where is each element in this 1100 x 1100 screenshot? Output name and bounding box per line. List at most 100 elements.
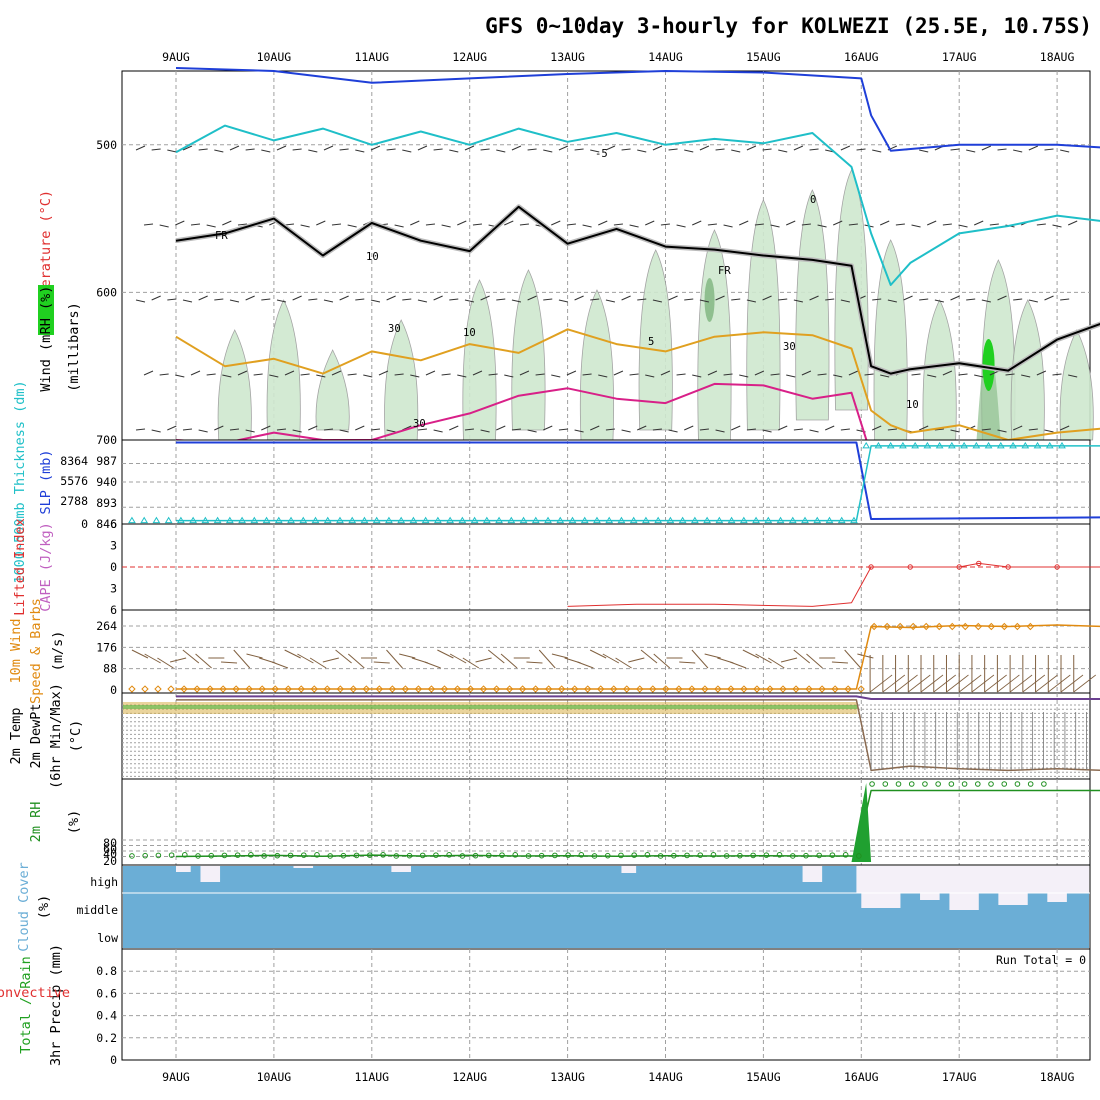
cloud-tick-high: high (90, 875, 118, 889)
wind-barb-5 (195, 653, 212, 669)
thickness-marker-21 (385, 516, 393, 524)
wind10m-marker-13 (297, 685, 305, 693)
wind-barb-45 (704, 653, 721, 659)
upper-barb-47-2 (872, 298, 882, 301)
upper-barb-8-2 (261, 298, 271, 301)
wind10m-marker-0 (128, 685, 136, 693)
upper-barb-29-2 (590, 298, 600, 301)
cloud-gap-7 (920, 893, 940, 900)
upper-barb-18-1 (425, 223, 436, 226)
wind-barb-19 (373, 661, 390, 664)
upper-barb-29-4 (590, 425, 600, 431)
upper-barb-32-0 (637, 149, 647, 153)
temp2m-ylabel-unit: (°C) (68, 720, 84, 753)
thickness-marker-32 (519, 516, 528, 524)
wind-barb-23 (424, 661, 441, 669)
rh2m-marker-53 (829, 852, 836, 858)
precip-ytick-1: 0.2 (96, 1031, 117, 1045)
wind-barb-35 (577, 661, 594, 669)
slp-ytick-1: 893 (96, 496, 117, 510)
rh2m-marker-36 (604, 852, 611, 859)
rh2m-marker-38 (631, 852, 637, 858)
upper-barb-35-4 (684, 425, 694, 431)
upper-barb-12-1 (331, 223, 342, 226)
rh2m-marker-0 (129, 853, 135, 859)
upper-barb-30-0 (605, 145, 616, 151)
upper-air-ylabel-unit: (millibars) (66, 302, 82, 391)
wind10m-marker-19 (375, 685, 384, 693)
upper-barb-10-4 (292, 429, 302, 433)
wind10m-marker-2 (154, 685, 162, 693)
upper-barb-38-2 (731, 298, 741, 301)
upper-air-wind-barbs (135, 145, 1078, 433)
thickness-marker-22 (397, 516, 406, 524)
wind-barb-d-61 (908, 674, 931, 693)
upper-barb-39-3 (754, 370, 765, 376)
upper-barb-48-4 (887, 428, 897, 431)
rh2m-marker-64 (975, 781, 981, 787)
date-labels-top: 9AUG 10AUG 11AUG 12AUG 13AUG 14AUG 15AUG 16AUG 1… (162, 50, 1074, 64)
upper-barb-27-2 (558, 299, 569, 303)
wind-ytick-0: 0 (110, 683, 117, 697)
temp2m-ylabel-group: 2m Temp 2m DewPt (6hr Min/Max) (°C) (8, 683, 84, 789)
thickness-marker-74 (1033, 441, 1042, 449)
rh2m-marker-65 (988, 781, 994, 787)
rh-blob-13 (922, 299, 957, 441)
thickness-marker-54 (788, 516, 797, 524)
wind10m-marker-20 (388, 685, 397, 693)
rh-blob-5 (511, 269, 546, 431)
upper-barb-14-4 (355, 425, 365, 431)
upper-barb-29-0 (590, 149, 600, 153)
upper-barb-28-4 (574, 429, 584, 433)
wind10m-marker-68 (1013, 622, 1022, 631)
upper-barb-20-3 (457, 374, 467, 378)
thickness-marker-75 (1045, 441, 1054, 449)
thickness-ytick-2: 5576 (60, 474, 88, 488)
upper-barb-55-4 (997, 429, 1007, 433)
wind-barb-47 (729, 661, 747, 669)
wind10m-ylabel-unit: (m/s) (50, 631, 66, 672)
rh-blob-10 (795, 189, 830, 421)
wind10m-marker-26 (466, 685, 475, 693)
upper-barb-34-3 (676, 373, 686, 376)
wind10m-marker-55 (844, 685, 852, 693)
upper-barb-13-3 (347, 373, 357, 376)
upper-barb-56-3 (1021, 374, 1031, 378)
rh2m-marker-35 (591, 853, 598, 859)
upper-barb-50-1 (926, 220, 937, 226)
wind-barb-48 (742, 649, 760, 659)
thickness-marker-62 (886, 441, 895, 449)
date-label-bottom-1: 10AUG (257, 1070, 292, 1084)
wind10m-marker-44 (701, 685, 709, 693)
lifted-index-panel: 6 3 0 3 6 Lifted Index CAPE (J/kg) (12, 517, 1100, 617)
rh2m-marker-23 (433, 852, 439, 858)
upper-barb-46-0 (856, 148, 866, 151)
temp2m-ylabel: 2m Temp (8, 708, 24, 765)
upper-air-ylabel-rh: RH (%) (38, 286, 54, 335)
upper-barb-0-0 (135, 145, 146, 151)
rh2m-marker-25 (459, 853, 466, 859)
contour-labels: -5 0 FR FR 5 10 10 30 30 30 10 (215, 148, 919, 430)
wind-barb-39 (628, 657, 645, 663)
rh2m-marker-45 (723, 853, 730, 859)
upper-barb-14-3 (363, 374, 373, 378)
rh2m-marker-26 (472, 852, 479, 859)
date-label-top-1: 10AUG (257, 50, 292, 64)
upper-barb-32-2 (637, 298, 647, 301)
wind-barb-17 (347, 653, 365, 669)
upper-barb-58-3 (1052, 373, 1062, 376)
thickness-marker-56 (813, 516, 822, 524)
precip-grid (122, 949, 1090, 1060)
rh2m-ylabel-group: 2m RH (%) (28, 802, 82, 843)
thickness-marker-25 (433, 516, 442, 524)
upper-barb-41-1 (786, 220, 796, 226)
precip-ytick-3: 0.6 (96, 986, 117, 1000)
cloud-gap-6 (861, 893, 901, 908)
thickness-marker-69 (972, 441, 981, 449)
chart-title: GFS 0~10day 3-hourly for KOLWEZI (25.5E,… (485, 14, 1092, 38)
upper-barb-26-1 (551, 220, 561, 226)
upper-barb-5-4 (214, 425, 224, 431)
upper-barb-35-2 (684, 298, 694, 301)
upper-barb-17-2 (402, 298, 412, 301)
upper-barb-59-3 (1068, 374, 1078, 378)
